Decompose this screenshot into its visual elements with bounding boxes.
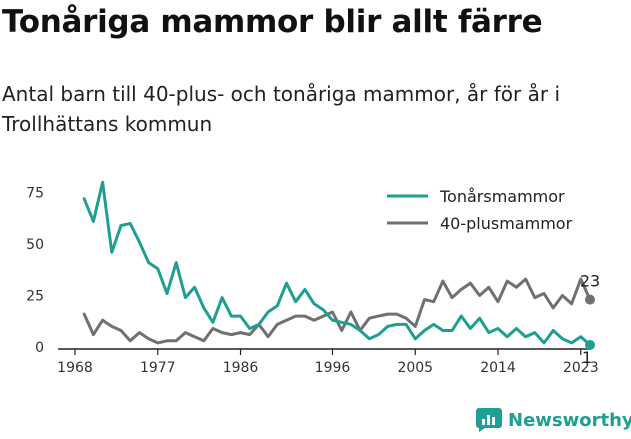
series-end-point (585, 339, 595, 350)
x-tick-label: 1996 (315, 360, 351, 376)
x-tick-label: 2023 (563, 360, 599, 376)
series-lines (82, 180, 595, 350)
x-tick-label: 2014 (480, 360, 516, 376)
brand-name: Newsworthy (508, 409, 631, 431)
end-label-tonarsmammor: 1 (582, 348, 592, 367)
x-axis: 1968 1977 1986 1996 2005 2014 2023 (57, 348, 599, 376)
y-tick-label: 50 (26, 237, 44, 253)
x-tick-label: 1977 (140, 360, 176, 376)
series-line-40-plusmammor (82, 277, 592, 345)
newsworthy-logo-icon (476, 408, 502, 432)
legend: Tonårsmammor 40-plusmammor (387, 187, 573, 233)
end-labels: 23 1 (580, 272, 600, 367)
legend-label: Tonårsmammor (439, 187, 565, 206)
end-label-40-plusmammor: 23 (580, 272, 600, 291)
y-tick-label: 25 (26, 289, 44, 305)
x-tick-label: 1986 (223, 360, 259, 376)
chart-subtitle: Antal barn till 40-plus- och tonåriga ma… (2, 82, 561, 136)
y-tick-label: 0 (35, 340, 44, 356)
legend-label: 40-plusmammor (440, 214, 573, 233)
y-axis: 0 25 50 75 (26, 186, 44, 356)
series-line-tonarsmammor (82, 180, 592, 347)
newsworthy-logo: Newsworthy (476, 408, 631, 432)
series-end-point (585, 294, 595, 305)
chart-title: Tonåriga mammor blir allt färre (2, 4, 543, 40)
x-tick-label: 1968 (57, 360, 93, 376)
y-tick-label: 75 (26, 186, 44, 202)
x-tick-label: 2005 (397, 360, 433, 376)
